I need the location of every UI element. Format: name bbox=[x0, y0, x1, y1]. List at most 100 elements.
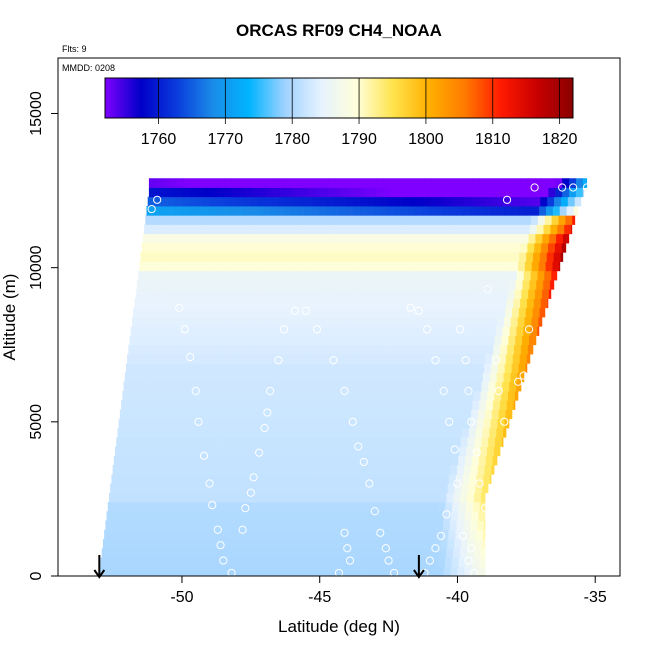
sample-point bbox=[519, 371, 528, 380]
heatmap-cell bbox=[373, 206, 382, 216]
heatmap-cell bbox=[312, 252, 320, 262]
heatmap-cell bbox=[262, 428, 270, 438]
heatmap-cell bbox=[218, 548, 227, 558]
chart-title: ORCAS RF09 CH4_NOAA bbox=[236, 21, 442, 40]
heatmap-cell bbox=[378, 539, 386, 549]
heatmap-cell bbox=[144, 539, 152, 549]
heatmap-cell bbox=[527, 187, 535, 198]
heatmap-cell bbox=[270, 206, 278, 216]
heatmap-cell bbox=[251, 455, 259, 466]
heatmap-cell bbox=[243, 363, 251, 373]
heatmap-cell bbox=[452, 344, 460, 355]
heatmap-cell bbox=[353, 520, 361, 531]
heatmap-cell bbox=[486, 187, 494, 198]
heatmap-cell bbox=[198, 492, 206, 503]
heatmap-cell bbox=[276, 474, 284, 484]
heatmap-cell bbox=[171, 224, 179, 235]
heatmap-cell bbox=[203, 400, 212, 410]
heatmap-cell bbox=[175, 354, 183, 364]
heatmap-cell bbox=[508, 280, 517, 290]
heatmap-cell bbox=[429, 520, 437, 531]
sample-point bbox=[213, 525, 222, 534]
heatmap-cell bbox=[481, 224, 489, 235]
heatmap-cell bbox=[244, 455, 252, 466]
heatmap-cell bbox=[264, 566, 272, 576]
heatmap-cell bbox=[204, 233, 213, 244]
heatmap-cell bbox=[318, 206, 326, 216]
heatmap-cell bbox=[180, 317, 188, 327]
heatmap-cell bbox=[421, 317, 429, 327]
heatmap-cell bbox=[230, 455, 239, 466]
heatmap-cell bbox=[274, 335, 282, 346]
heatmap-cell bbox=[492, 243, 501, 253]
heatmap-cell bbox=[338, 317, 346, 327]
heatmap-cell bbox=[392, 539, 400, 549]
heatmap-cell bbox=[305, 566, 314, 576]
heatmap-cell bbox=[372, 270, 380, 281]
heatmap-cell bbox=[210, 187, 219, 198]
heatmap-cell bbox=[494, 391, 502, 401]
heatmap-cell bbox=[216, 196, 224, 207]
heatmap-cell bbox=[427, 483, 435, 494]
heatmap-cell bbox=[152, 215, 160, 225]
heatmap-cell bbox=[155, 298, 163, 309]
heatmap-cell bbox=[217, 344, 226, 355]
heatmap-cell bbox=[165, 270, 173, 281]
heatmap-cell bbox=[317, 372, 325, 383]
heatmap-cell bbox=[138, 428, 146, 438]
heatmap-cell bbox=[257, 409, 265, 420]
heatmap-cell bbox=[270, 307, 279, 318]
heatmap-cell bbox=[316, 539, 324, 549]
heatmap-cell bbox=[461, 428, 470, 438]
sample-point bbox=[241, 504, 250, 513]
heatmap-cell bbox=[456, 363, 464, 373]
heatmap-cell bbox=[391, 280, 399, 290]
heatmap-cell bbox=[193, 428, 201, 438]
heatmap-cell bbox=[247, 437, 255, 447]
heatmap-cell bbox=[438, 502, 446, 512]
heatmap-cell bbox=[503, 317, 512, 327]
heatmap-cell bbox=[407, 529, 415, 540]
heatmap-cell bbox=[409, 196, 417, 207]
heatmap-cell bbox=[202, 409, 210, 420]
heatmap-cell bbox=[451, 455, 459, 466]
heatmap-cell bbox=[345, 215, 353, 225]
heatmap-cell bbox=[277, 206, 285, 216]
heatmap-cell bbox=[147, 354, 156, 364]
heatmap-cell bbox=[417, 178, 425, 188]
heatmap-cell bbox=[414, 474, 422, 484]
heatmap-cell bbox=[368, 511, 376, 521]
plot-frame bbox=[57, 57, 621, 577]
heatmap-cell bbox=[430, 298, 438, 309]
heatmap-cell bbox=[416, 455, 425, 466]
heatmap-cell bbox=[238, 400, 246, 410]
heatmap-cell bbox=[326, 465, 334, 475]
heatmap-cell bbox=[447, 224, 455, 235]
heatmap-cell bbox=[463, 465, 472, 475]
heatmap-cell bbox=[526, 298, 535, 309]
heatmap-cell bbox=[120, 511, 128, 521]
heatmap-cell bbox=[338, 261, 347, 272]
heatmap-cell bbox=[197, 178, 205, 188]
heatmap-cell bbox=[424, 289, 433, 299]
heatmap-cell bbox=[392, 381, 400, 392]
heatmap-cell bbox=[446, 437, 455, 447]
heatmap-cell bbox=[466, 446, 474, 457]
heatmap-cell bbox=[162, 557, 170, 568]
heatmap-cell bbox=[495, 224, 503, 235]
heatmap-cell bbox=[302, 437, 310, 447]
heatmap-cell bbox=[446, 335, 454, 346]
heatmap-cell bbox=[321, 178, 329, 188]
heatmap-cell bbox=[537, 270, 545, 281]
heatmap-cell bbox=[475, 483, 483, 494]
heatmap-cell bbox=[163, 335, 172, 346]
heatmap-cell bbox=[281, 381, 290, 392]
heatmap-cell bbox=[411, 335, 420, 346]
heatmap-cell bbox=[129, 335, 137, 346]
heatmap-cell bbox=[343, 224, 352, 235]
heatmap-cell bbox=[206, 428, 215, 438]
heatmap-cell bbox=[141, 511, 149, 521]
sample-point bbox=[249, 473, 258, 482]
colorbar-tick-label: 1770 bbox=[208, 131, 244, 148]
heatmap-cell bbox=[204, 187, 212, 198]
